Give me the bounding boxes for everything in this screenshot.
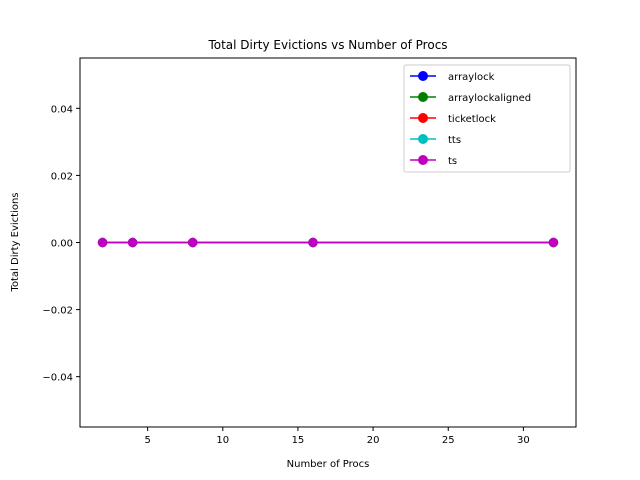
data-point-ts <box>127 237 138 248</box>
x-tick-label: 20 <box>367 435 380 446</box>
data-point-ts <box>308 237 318 248</box>
legend-item-ticketlock: ticketlock <box>410 113 496 125</box>
legend-label: arraylock <box>448 72 495 83</box>
legend-marker <box>418 134 428 144</box>
legend-item-arraylockaligned: arraylockaligned <box>410 92 531 104</box>
legend-item-ts: ts <box>410 155 457 167</box>
data-point-ts <box>548 237 559 248</box>
legend-marker <box>418 92 428 102</box>
y-tick-label: 0.00 <box>51 239 73 250</box>
legend-label: tts <box>448 135 461 146</box>
legend-marker <box>418 155 428 165</box>
legend-marker <box>418 113 428 123</box>
x-tick-label: 25 <box>442 435 455 446</box>
x-tick-label: 10 <box>216 435 229 446</box>
legend-label: ticketlock <box>448 114 496 125</box>
legend-box <box>403 64 571 173</box>
data-point-ts <box>97 237 108 248</box>
y-tick-label: 0.02 <box>51 171 73 182</box>
legend-marker <box>418 71 428 81</box>
chart-title: Total Dirty Evictions vs Number of Procs <box>207 38 447 52</box>
legend: arraylock arraylockaligned ticketlock tts ts <box>403 64 571 173</box>
legend-item-arraylock: arraylock <box>410 71 495 83</box>
y-tick-label: −0.02 <box>42 306 73 317</box>
legend-label: arraylockaligned <box>448 93 531 104</box>
series-layer <box>97 237 559 248</box>
legend-label: ts <box>448 156 457 167</box>
series-ts <box>97 237 559 248</box>
y-tick-label: 0.04 <box>51 104 73 115</box>
x-axis-label: Number of Procs <box>287 459 370 470</box>
data-point-ts <box>187 237 198 248</box>
y-axis-label: Total Dirty Evictions <box>10 192 21 292</box>
y-tick-label: −0.04 <box>42 373 73 384</box>
axis-ticks: 5 10 15 20 25 30 −0.04 −0.02 0.00 0.02 0.04 <box>42 104 529 446</box>
x-tick-label: 30 <box>517 435 530 446</box>
x-tick-label: 15 <box>292 435 305 446</box>
x-tick-label: 5 <box>144 435 150 446</box>
legend-item-tts: tts <box>410 134 461 146</box>
